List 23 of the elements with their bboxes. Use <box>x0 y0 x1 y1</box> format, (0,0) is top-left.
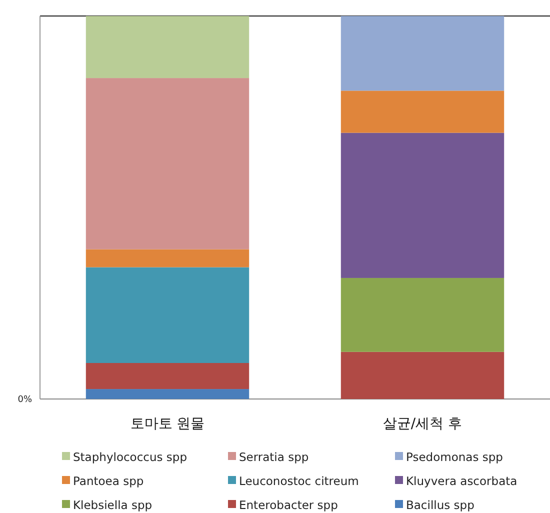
bar <box>86 389 250 399</box>
bar <box>86 267 250 363</box>
bar <box>86 16 250 78</box>
legend-label: Serratia spp <box>239 450 309 464</box>
legend-label: Kluyvera ascorbata <box>406 474 518 488</box>
legend-label: Psedomonas spp <box>406 450 503 464</box>
legend-label: Bacillus spp <box>406 498 474 512</box>
x-tick-label: 살균/세척 후 <box>382 416 462 432</box>
legend-label: Klebsiella spp <box>73 498 152 512</box>
text: 0% <box>18 395 32 405</box>
bar <box>340 90 504 133</box>
legend-label: Enterobacter spp <box>239 498 338 512</box>
bar <box>340 132 504 278</box>
bar <box>86 78 250 250</box>
bar <box>340 278 504 352</box>
bar <box>86 363 250 390</box>
x-tick-label: 토마토 원물 <box>130 416 205 432</box>
bar <box>86 249 250 268</box>
legend-label: Pantoea spp <box>73 474 144 488</box>
legend-label: Staphylococcus spp <box>73 450 188 464</box>
bar <box>340 352 504 399</box>
bar <box>340 16 504 91</box>
legend-label: Leuconostoc citreum <box>239 474 359 488</box>
